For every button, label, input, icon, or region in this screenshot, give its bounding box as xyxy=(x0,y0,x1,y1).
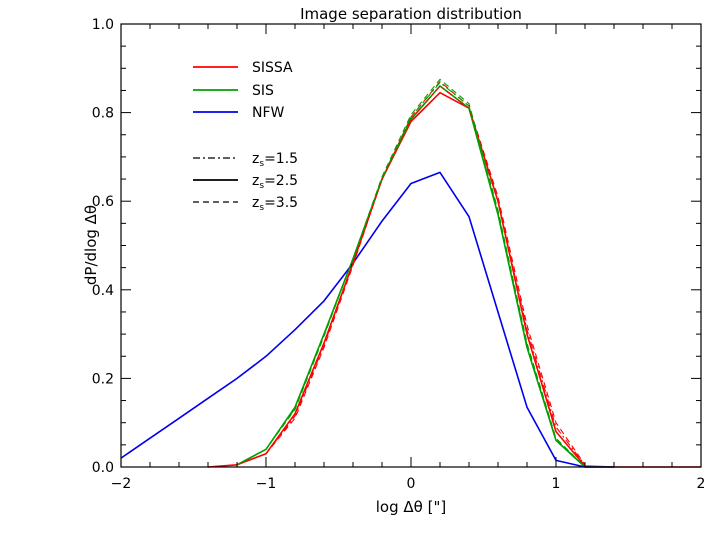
y-tick-label: 0.6 xyxy=(92,194,114,210)
x-tick-label: 2 xyxy=(697,476,706,492)
series-line-variant-4 xyxy=(236,85,586,466)
legend-label: zs=3.5 xyxy=(252,195,298,213)
x-tick-label: 1 xyxy=(552,476,561,492)
legend-label: SIS xyxy=(252,83,274,99)
axis-ticks: −2 −1 0 1 2 0.0 0.2 0.4 0.6 0.8 1.0 xyxy=(92,17,706,492)
x-tick-label: 0 xyxy=(407,476,416,492)
legend-label: NFW xyxy=(252,105,285,121)
y-tick-label: 1.0 xyxy=(92,17,114,33)
y-tick-label: 0.8 xyxy=(92,106,114,122)
y-tick-label: 0.2 xyxy=(92,371,114,387)
x-tick-label: −2 xyxy=(111,476,132,492)
series-line-variant-5 xyxy=(236,78,586,468)
series-line-variant-6 xyxy=(236,81,586,468)
plot-area xyxy=(120,78,701,468)
y-tick-label: 0.0 xyxy=(92,460,114,476)
legend-label: zs=1.5 xyxy=(252,151,298,169)
legend-label: SISSA xyxy=(252,60,293,76)
x-tick-label: −1 xyxy=(256,476,277,492)
y-tick-label: 0.4 xyxy=(92,283,114,299)
y-axis-title: dP/dlog Δθ xyxy=(82,205,100,285)
legend: SISSA SIS NFW zs=1.5 zs=2.5 zs=3.5 xyxy=(193,60,298,213)
x-axis-title: log Δθ ["] xyxy=(376,498,446,516)
chart-title: Image separation distribution xyxy=(300,5,522,23)
series-line-variant-3 xyxy=(236,81,586,466)
series-line-nfw xyxy=(120,171,614,468)
series-line-sissa xyxy=(207,91,701,468)
legend-label: zs=2.5 xyxy=(252,173,298,191)
series-line-sis xyxy=(236,85,614,468)
